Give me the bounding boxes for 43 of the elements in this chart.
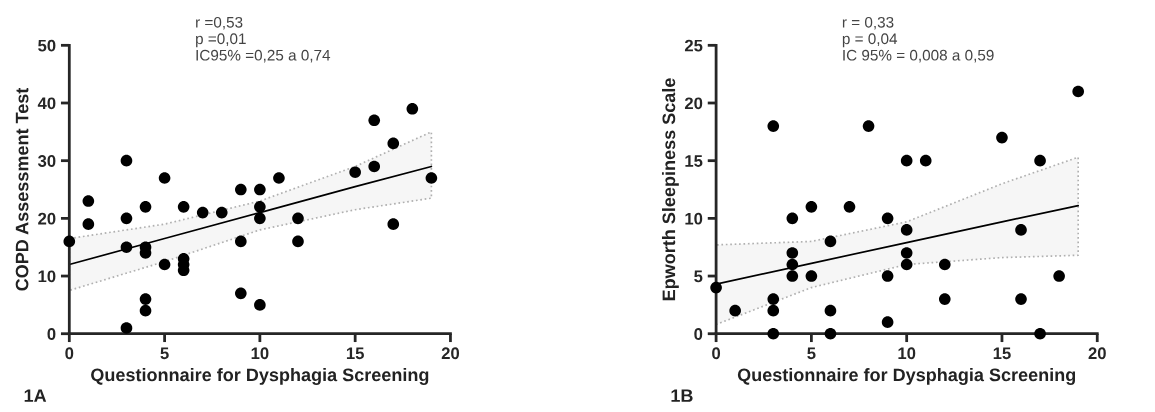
text: 1A bbox=[24, 389, 47, 402]
text: 1B bbox=[671, 389, 693, 402]
x-tick-label: 15 bbox=[993, 347, 1011, 360]
y-axis-title: COPD Assessment Test bbox=[15, 87, 29, 291]
y-tick-label: 30 bbox=[37, 155, 56, 167]
x-tick-label: 5 bbox=[160, 347, 169, 360]
x-tick-label: 0 bbox=[65, 347, 74, 360]
x-tick-label: 10 bbox=[898, 347, 916, 360]
point bbox=[767, 120, 780, 132]
x-tick-label: 0 bbox=[712, 347, 721, 360]
point bbox=[1034, 327, 1046, 340]
point bbox=[254, 299, 266, 311]
point bbox=[767, 327, 780, 340]
y-tick-label: 50 bbox=[38, 39, 56, 52]
point bbox=[139, 293, 152, 305]
y-tick-label: 15 bbox=[685, 155, 703, 167]
y-tick-label: 40 bbox=[37, 97, 56, 110]
y-tick-label: 25 bbox=[684, 39, 703, 52]
y-tick-label: 0 bbox=[47, 328, 56, 340]
y-tick-label: 10 bbox=[685, 212, 703, 225]
y-axis-title: Epworth Sleepiness Scale bbox=[661, 78, 679, 301]
point bbox=[368, 114, 381, 127]
point bbox=[139, 304, 152, 317]
x-tick-label: 20 bbox=[1088, 347, 1106, 360]
x-tick-label: 20 bbox=[441, 347, 460, 360]
x-axis-title: Questionnaire for Dysphagia Screening bbox=[91, 368, 429, 385]
y-tick-label: 5 bbox=[694, 270, 703, 283]
point bbox=[120, 322, 133, 334]
annotation: r =0,53 p =0,01 IC95% =0,25 a 0,74 bbox=[196, 16, 331, 63]
y-tick-label: 0 bbox=[694, 328, 703, 340]
x-tick-label: 5 bbox=[807, 347, 816, 360]
point bbox=[996, 131, 1008, 144]
x-axis-title: Questionnaire for Dysphagia Screening bbox=[737, 368, 1076, 385]
y-tick-label: 10 bbox=[38, 270, 56, 283]
annotation: r = 0,33 p = 0,04 IC 95% = 0,008 a 0,59 bbox=[842, 16, 994, 63]
point bbox=[406, 102, 419, 115]
y-tick-label: 20 bbox=[38, 212, 56, 225]
point bbox=[824, 327, 837, 340]
y-tick-label: 20 bbox=[684, 97, 703, 110]
point bbox=[1072, 85, 1084, 98]
x-tick-label: 10 bbox=[251, 347, 269, 360]
point bbox=[862, 120, 875, 132]
x-tick-label: 15 bbox=[346, 347, 364, 360]
